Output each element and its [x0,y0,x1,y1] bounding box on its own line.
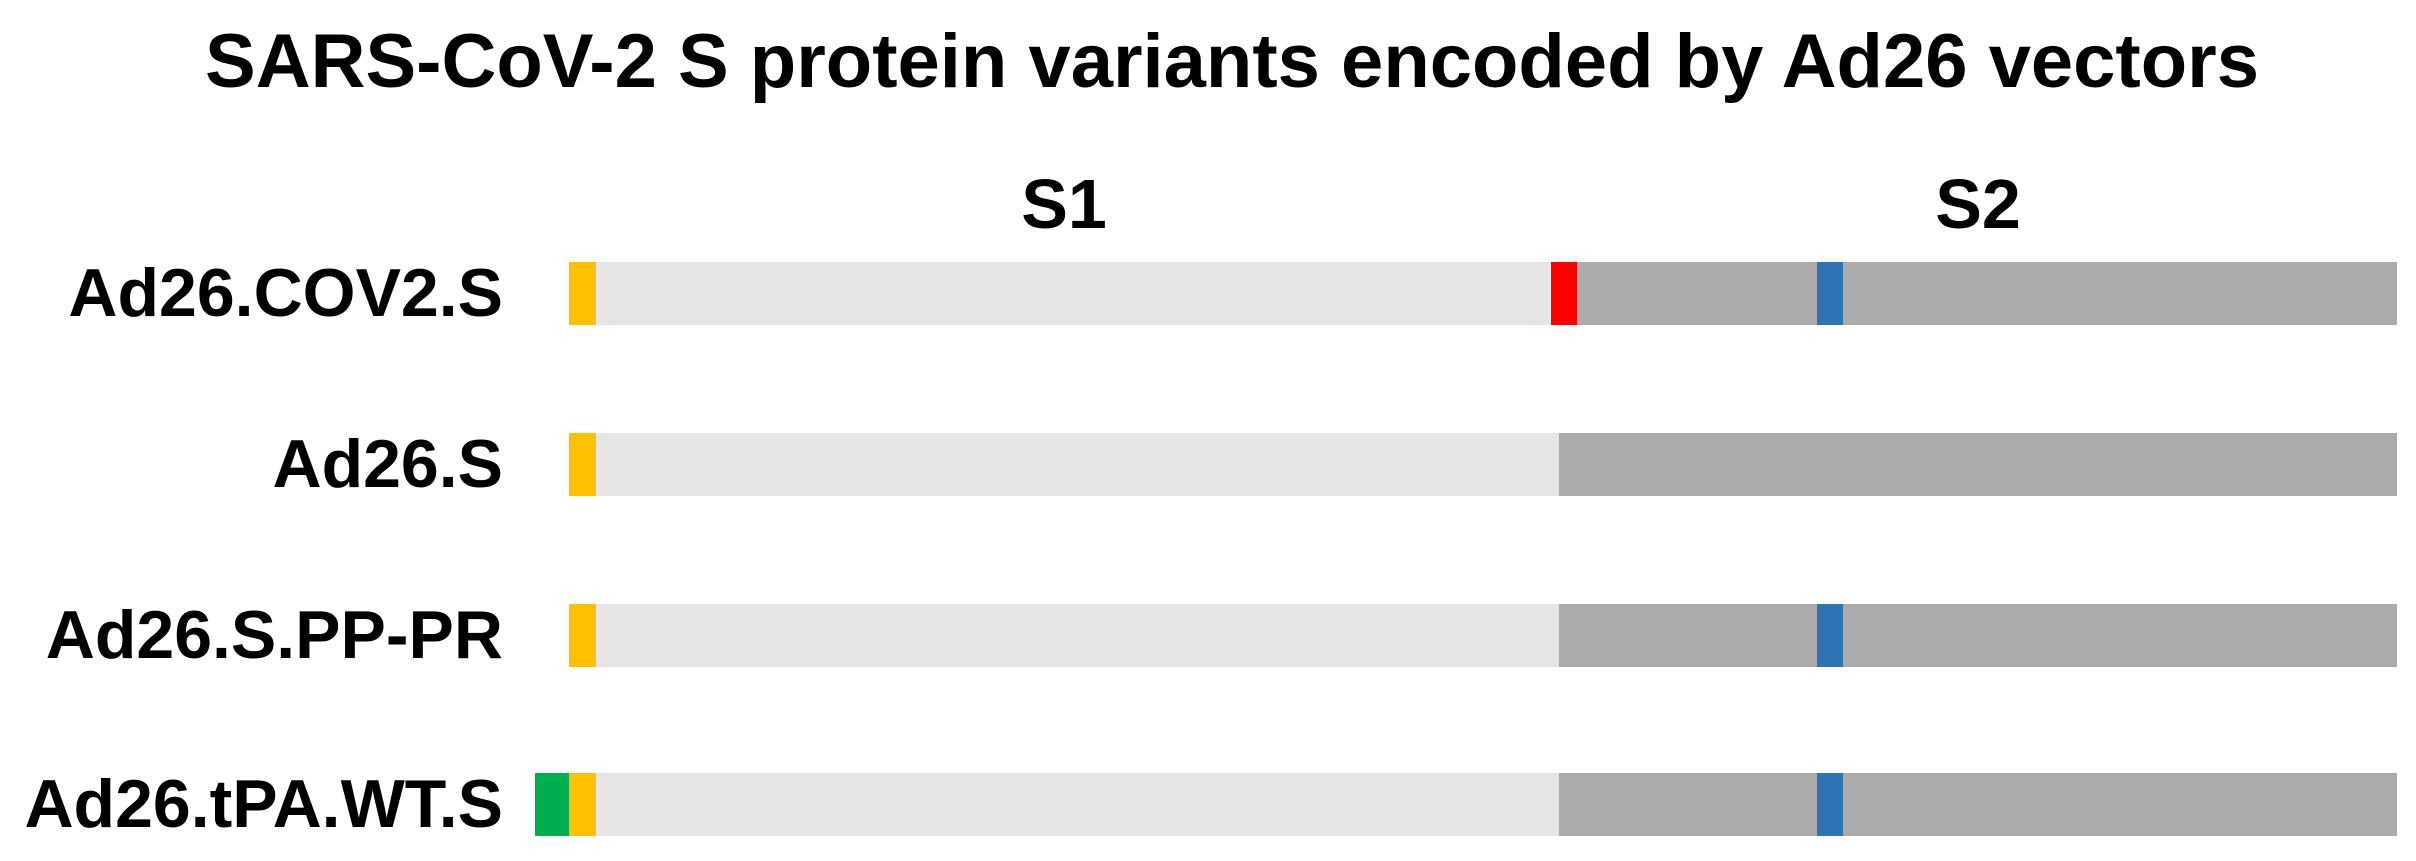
figure-title: SARS-CoV-2 S protein variants encoded by… [205,19,2259,104]
signal-peptide-segment [569,262,596,325]
proline-stabilization-marker [1817,773,1843,836]
s2-region-segment [1559,604,1817,667]
s2-region-segment [1577,262,1817,325]
construct-label: Ad26.S [272,426,503,502]
s2-region-segment [1559,773,1817,836]
construct-bar [0,773,2416,836]
signal-peptide-segment [569,773,596,836]
construct-label: Ad26.tPA.WT.S [24,766,503,842]
s1-region-segment [596,262,1551,325]
furin-site-mutation-marker [1551,262,1577,325]
proline-stabilization-marker [1817,262,1843,325]
proline-stabilization-marker [1817,604,1843,667]
s1-region-segment [596,773,1559,836]
construct-bar [0,433,2416,496]
s1-region-segment [596,604,1559,667]
signal-peptide-segment [569,433,596,496]
s2-region-segment [1843,773,2397,836]
s1-region-segment [596,433,1559,496]
construct-bar [0,604,2416,667]
s2-region-segment [1843,262,2397,325]
construct-label: Ad26.COV2.S [68,255,503,331]
region-label-s1: S1 [1021,165,1107,243]
s2-region-segment [1559,433,2397,496]
tpa-leader-segment [535,773,569,836]
signal-peptide-segment [569,604,596,667]
construct-bar [0,262,2416,325]
construct-label: Ad26.S.PP-PR [45,597,503,673]
region-label-s2: S2 [1935,165,2021,243]
s2-region-segment [1843,604,2397,667]
